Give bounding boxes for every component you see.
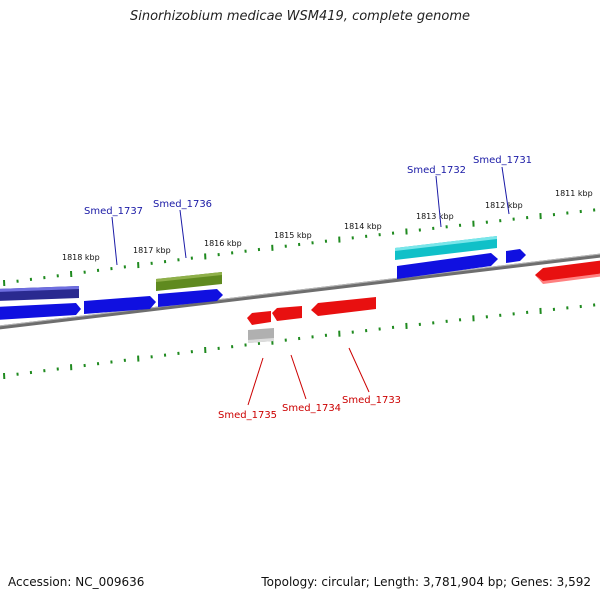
accession-text: Accession: NC_009636 [8, 575, 145, 589]
leader-smed-1734 [290, 354, 307, 400]
gene-olive-smed-1736-top [156, 272, 222, 282]
genome-backbone [0, 253, 600, 330]
label-smed-1736[interactable]: Smed_1736 [153, 199, 212, 210]
kbp-labels: 1811 kbp 1812 kbp 1813 kbp 1814 kbp 1815… [62, 189, 593, 262]
gene-red-right-shade [535, 273, 600, 284]
leader-smed-1735 [247, 357, 264, 406]
gene-blue-smed-1737[interactable] [84, 296, 156, 314]
kbp-label-1812: 1812 kbp [485, 201, 523, 210]
gene-blue-smed-1731[interactable] [506, 249, 526, 263]
label-smed-1734[interactable]: Smed_1734 [282, 403, 341, 414]
leader-smed-1736 [179, 209, 187, 259]
gene-cyan-smed-1732-top [395, 236, 497, 251]
label-smed-1731[interactable]: Smed_1731 [473, 155, 532, 166]
label-smed-1733[interactable]: Smed_1733 [342, 395, 401, 406]
gene-blue-left[interactable] [0, 303, 81, 320]
inner-band-genes-bottom [247, 260, 600, 343]
leader-smed-1737 [111, 216, 118, 266]
top-gene-labels: Smed_1731 Smed_1732 Smed_1736 Smed_1737 [84, 155, 532, 266]
gene-gray-smed-1735-shade [248, 338, 274, 343]
kbp-label-1818: 1818 kbp [62, 253, 100, 262]
tick-row-bottom [3, 303, 596, 380]
kbp-label-1815: 1815 kbp [274, 231, 312, 240]
kbp-label-1816: 1816 kbp [204, 239, 242, 248]
kbp-label-1813: 1813 kbp [416, 212, 454, 221]
tick-row-top [3, 208, 596, 287]
gene-red-smed-1734[interactable] [272, 306, 302, 321]
inner-band-genes-top [0, 249, 526, 320]
backbone-highlight [0, 253, 600, 327]
label-smed-1732[interactable]: Smed_1732 [407, 165, 466, 176]
kbp-label-1817: 1817 kbp [133, 246, 171, 255]
label-smed-1735[interactable]: Smed_1735 [218, 410, 277, 421]
gene-blue-mid[interactable] [158, 289, 223, 307]
bottom-gene-labels: Smed_1733 Smed_1734 Smed_1735 [218, 347, 401, 421]
map-title: Sinorhizobium medicae WSM419, complete g… [129, 9, 471, 24]
outer-band-genes [0, 236, 497, 301]
label-smed-1737[interactable]: Smed_1737 [84, 206, 143, 217]
genome-summary-text: Topology: circular; Length: 3,781,904 bp… [261, 575, 591, 589]
kbp-label-1811: 1811 kbp [555, 189, 593, 198]
gene-red-right[interactable] [535, 260, 600, 283]
gene-navy-left-top [0, 286, 79, 292]
kbp-label-1814: 1814 kbp [344, 222, 382, 231]
leader-smed-1733 [348, 347, 370, 393]
gene-blue-smed-1732[interactable] [397, 253, 498, 279]
gene-red-smed-1733[interactable] [311, 297, 376, 316]
gene-red-smed-1735[interactable] [247, 311, 271, 325]
backbone-line [0, 253, 600, 330]
leader-smed-1732 [435, 175, 442, 228]
leader-smed-1731 [501, 166, 510, 215]
